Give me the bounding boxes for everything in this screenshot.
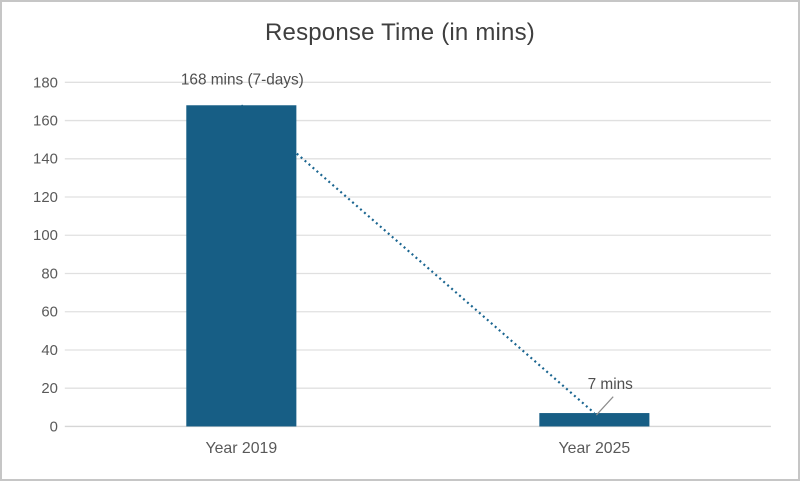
data-label: 7 mins <box>588 376 634 393</box>
data-label: 168 mins (7-days) <box>181 71 304 88</box>
x-axis-label: Year 2025 <box>559 440 631 457</box>
y-tick-label: 100 <box>33 228 58 244</box>
y-tick-label: 60 <box>41 305 58 321</box>
trend-dotted-line <box>240 104 596 414</box>
y-tick-label: 0 <box>50 419 58 435</box>
y-tick-label: 40 <box>41 343 58 359</box>
bar-year-2025 <box>539 413 650 427</box>
data-label-leader-line <box>595 396 614 416</box>
bar-year-2019 <box>186 105 297 427</box>
chart-title: Response Time (in mins) <box>264 19 536 46</box>
y-tick-label: 160 <box>33 114 58 130</box>
y-tick-label: 80 <box>41 266 58 282</box>
y-tick-label: 20 <box>41 381 58 397</box>
y-tick-label: 180 <box>33 75 58 91</box>
x-axis-label: Year 2019 <box>205 440 277 457</box>
y-tick-label: 140 <box>33 152 58 168</box>
y-tick-label: 120 <box>33 190 58 206</box>
